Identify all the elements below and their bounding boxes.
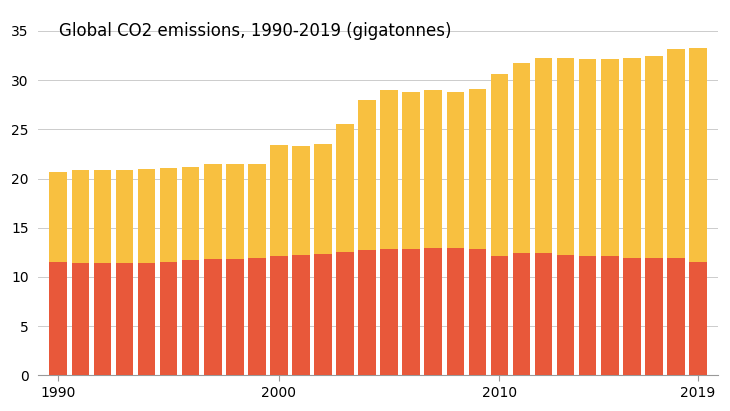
Bar [424, 248, 442, 376]
Bar [204, 259, 221, 376]
Bar [535, 58, 553, 253]
Bar [601, 256, 618, 376]
Bar [138, 263, 155, 376]
Bar [380, 90, 398, 249]
Bar [160, 262, 177, 376]
Bar [689, 48, 707, 262]
Bar [72, 170, 89, 263]
Bar [557, 255, 575, 376]
Bar [182, 167, 199, 260]
Bar [491, 256, 508, 376]
Bar [358, 100, 376, 250]
Bar [645, 258, 663, 376]
Bar [535, 253, 553, 376]
Bar [270, 145, 288, 256]
Bar [447, 92, 464, 248]
Bar [579, 256, 596, 376]
Bar [337, 252, 354, 376]
Bar [292, 146, 310, 255]
Bar [292, 255, 310, 376]
Bar [424, 90, 442, 248]
Bar [248, 164, 266, 258]
Bar [402, 249, 420, 376]
Bar [447, 248, 464, 376]
Bar [93, 263, 111, 376]
Bar [226, 259, 244, 376]
Bar [337, 125, 354, 252]
Bar [226, 164, 244, 259]
Bar [50, 262, 67, 376]
Bar [270, 256, 288, 376]
Bar [623, 258, 641, 376]
Bar [248, 258, 266, 376]
Bar [512, 63, 530, 253]
Bar [50, 172, 67, 262]
Bar [579, 59, 596, 256]
Bar [512, 253, 530, 376]
Bar [204, 164, 221, 259]
Bar [314, 254, 332, 376]
Bar [138, 169, 155, 263]
Text: Global CO2 emissions, 1990-2019 (gigatonnes): Global CO2 emissions, 1990-2019 (gigaton… [59, 22, 451, 40]
Bar [601, 59, 618, 256]
Bar [469, 249, 486, 376]
Bar [402, 92, 420, 249]
Bar [645, 56, 663, 258]
Bar [115, 263, 134, 376]
Bar [93, 170, 111, 263]
Bar [557, 58, 575, 255]
Bar [689, 262, 707, 376]
Bar [469, 89, 486, 249]
Bar [667, 258, 685, 376]
Bar [160, 168, 177, 262]
Bar [358, 250, 376, 376]
Bar [115, 170, 134, 263]
Bar [182, 260, 199, 376]
Bar [667, 48, 685, 258]
Bar [491, 74, 508, 256]
Bar [314, 144, 332, 254]
Bar [72, 263, 89, 376]
Bar [380, 249, 398, 376]
Bar [623, 58, 641, 258]
